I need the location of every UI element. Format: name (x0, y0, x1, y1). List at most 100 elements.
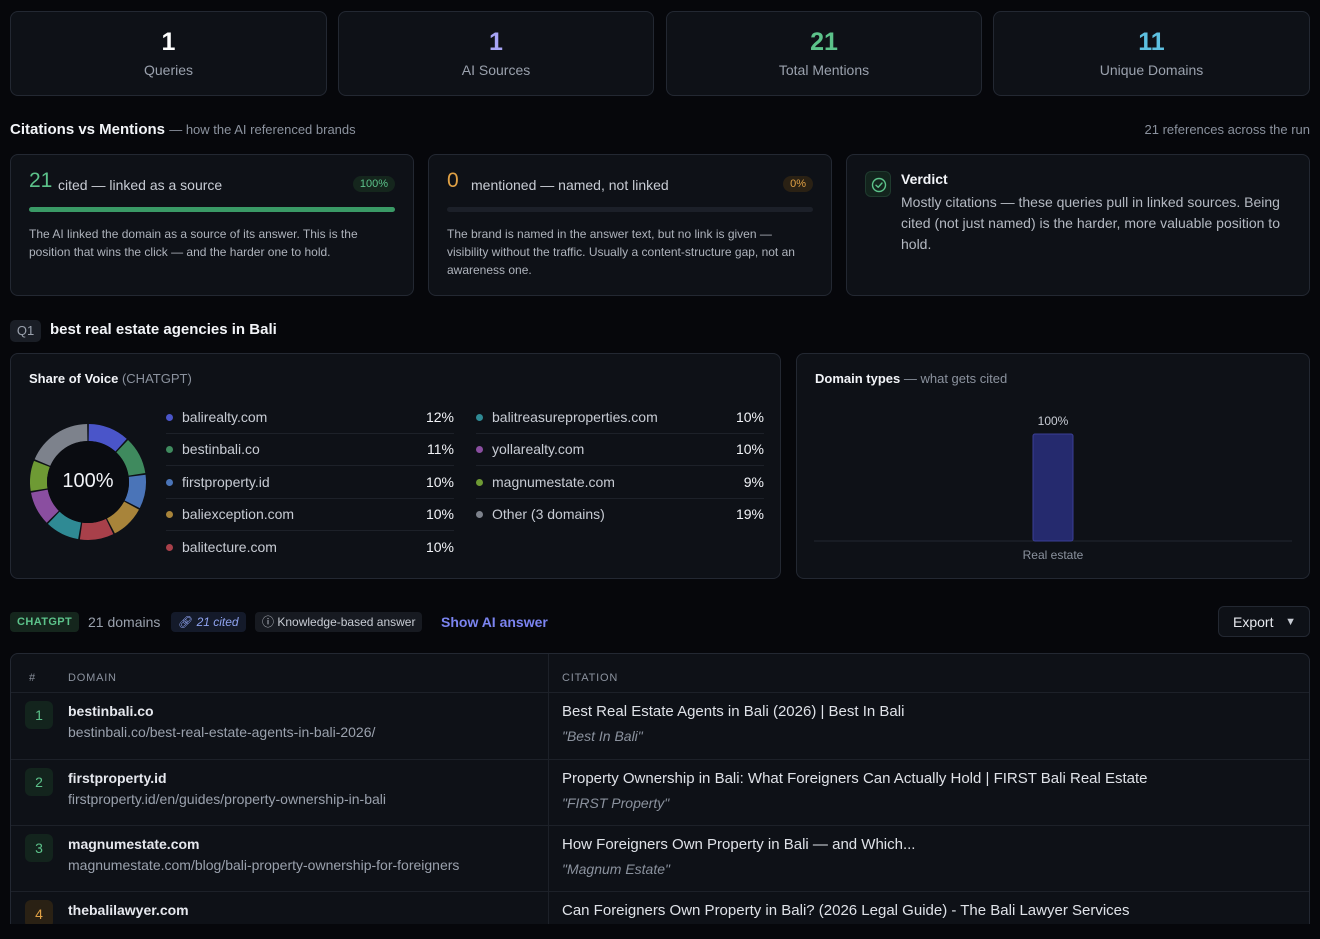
link-icon: 🔗︎ (178, 615, 194, 629)
row-domain: bestinbali.co (68, 703, 154, 719)
row-divider (11, 825, 1309, 826)
legend-domain: balirealty.com (182, 409, 268, 425)
legend-domain: balitreasureproperties.com (492, 409, 658, 425)
stat-value: 1 (489, 28, 503, 56)
domain-types-card: Domain types — what gets cited 100% Real … (796, 353, 1310, 579)
legend-dot (166, 511, 173, 519)
section-title-citations: Citations vs Mentions — how the AI refer… (10, 121, 356, 138)
export-label: Export (1233, 614, 1274, 630)
column-divider (548, 654, 549, 939)
stat-label: AI Sources (461, 62, 531, 78)
table-row[interactable]: 4 thebalilawyer.com Can Foreigners Own P… (11, 892, 1309, 939)
row-citation-source: "FIRST Property" (562, 795, 670, 811)
row-citation-title[interactable]: Best Real Estate Agents in Bali (2026) |… (562, 703, 905, 720)
verdict-card: Verdict Mostly citations — these queries… (846, 154, 1310, 296)
mentioned-description: The brand is named in the answer text, b… (447, 227, 795, 277)
show-ai-answer-link[interactable]: Show AI answer (441, 614, 548, 630)
row-number: 3 (25, 834, 53, 862)
stat-card-ai-sources: 1 AI Sources (338, 11, 654, 96)
legend-dot (166, 414, 173, 421)
cited-label: cited — linked as a source (58, 177, 223, 193)
row-number: 2 (25, 768, 53, 796)
row-url[interactable]: bestinbali.co/best-real-estate-agents-in… (68, 724, 376, 740)
cited-count-text: 21 cited (196, 615, 239, 629)
domain-types-chart: 100% Real estate (814, 414, 1292, 562)
row-domain: magnumestate.com (68, 836, 200, 852)
sov-legend-right: balitreasureproperties.com 10% yollarealty… (476, 402, 764, 537)
cited-count-tag: 🔗︎ 21 cited (171, 612, 246, 632)
legend-domain: baliexception.com (182, 506, 295, 523)
cited-percent-badge: 100% (352, 176, 395, 192)
header-divider (11, 692, 1309, 693)
legend-domain: yollarealty.com (492, 441, 585, 458)
row-citation-title[interactable]: Property Ownership in Bali: What Foreign… (562, 770, 1148, 787)
legend-percent: 10% (735, 441, 764, 458)
row-citation-source: "Best In Bali" (562, 728, 643, 744)
col-header-num: # (29, 672, 36, 684)
legend-dot (476, 446, 483, 454)
citations-table: # DOMAIN CITATION 1 bestinbali.co bestin… (10, 653, 1310, 939)
table-row[interactable]: 1 bestinbali.co bestinbali.co/best-real-… (11, 693, 1309, 759)
row-url[interactable]: firstproperty.id/en/guides/property-owne… (68, 791, 387, 807)
stat-value: 21 (810, 28, 838, 56)
references-note: 21 references across the run (1144, 122, 1310, 137)
sov-legend-item: magnumestate.com 9% (476, 467, 764, 499)
stat-value: 1 (161, 28, 176, 56)
sov-legend-item: balitreasureproperties.com 10% (476, 402, 764, 434)
donut-slice (34, 424, 88, 466)
donut-slice (79, 518, 114, 540)
donut-slice (106, 501, 139, 534)
mentioned-progress-bar (447, 207, 813, 212)
sov-legend-left: balirealty.com 12% bestinbali.co 11% firstpr… (166, 402, 454, 567)
sov-legend-item: firstproperty.id 10% (166, 467, 454, 499)
col-header-citation: CITATION (562, 672, 619, 684)
row-citation-title[interactable]: How Foreigners Own Property in Bali — an… (562, 836, 916, 853)
donut-slice (31, 489, 59, 523)
verdict-text: Mostly citations — these queries pull in… (901, 194, 1280, 252)
legend-domain: magnumestate.com (492, 473, 615, 490)
sov-legend-item: baliexception.com 10% (166, 499, 454, 532)
donut-center-label: 100% (62, 470, 114, 492)
stat-label: Queries (143, 62, 194, 78)
bar-data-label: 100% (1038, 414, 1069, 428)
row-divider (11, 891, 1309, 892)
domain-types-title: Domain types — what gets cited (815, 371, 1007, 386)
mentioned-label: mentioned — named, not linked (471, 177, 669, 193)
legend-dot (166, 446, 173, 454)
row-url[interactable]: magnumestate.com/blog/bali-property-owne… (68, 857, 460, 873)
table-row[interactable]: 3 magnumestate.com magnumestate.com/blog… (11, 826, 1309, 892)
domains-count: 21 domains (88, 614, 161, 630)
sov-title: Share of Voice (CHATGPT) (29, 371, 192, 386)
stat-label: Total Mentions (778, 62, 870, 78)
query-badge: Q1 (10, 320, 41, 342)
legend-percent: 11% (427, 441, 454, 458)
row-divider (11, 759, 1309, 760)
mentioned-count: 0 (447, 169, 459, 192)
donut-hole (47, 441, 129, 523)
sov-legend-item: Other (3 domains) 19% (476, 499, 764, 531)
export-button[interactable]: Export ▼ (1218, 606, 1310, 637)
bottom-fade (0, 924, 1320, 939)
legend-percent: 10% (735, 409, 764, 425)
cited-progress-bar (29, 207, 395, 212)
stat-value: 11 (1138, 28, 1165, 56)
section-title-text: Citations vs Mentions (10, 121, 166, 138)
answer-type-tag: ⓘ Knowledge-based answer (255, 612, 423, 632)
check-icon (865, 171, 891, 197)
stat-card-total-mentions: 21 Total Mentions (666, 11, 982, 96)
bar-real-estate (1032, 433, 1074, 542)
share-of-voice-card: Share of Voice (CHATGPT) 100% balirealty… (10, 353, 781, 579)
sov-legend-item: balitecture.com 10% (166, 532, 454, 564)
sov-legend-item: yollarealty.com 10% (476, 434, 764, 467)
legend-percent: 9% (743, 473, 764, 490)
table-row[interactable]: 2 firstproperty.id firstproperty.id/en/g… (11, 760, 1309, 826)
row-citation-title[interactable]: Can Foreigners Own Property in Bali? (20… (562, 902, 1130, 919)
legend-dot (476, 511, 483, 519)
donut-slice (47, 511, 82, 540)
domain-types-subtitle: — what gets cited (903, 371, 1008, 386)
sov-legend-item: bestinbali.co 11% (166, 434, 454, 467)
legend-domain: Other (3 domains) (492, 506, 605, 523)
legend-domain: balitecture.com (182, 538, 277, 555)
legend-percent: 10% (425, 506, 454, 523)
donut-slice (116, 440, 146, 476)
